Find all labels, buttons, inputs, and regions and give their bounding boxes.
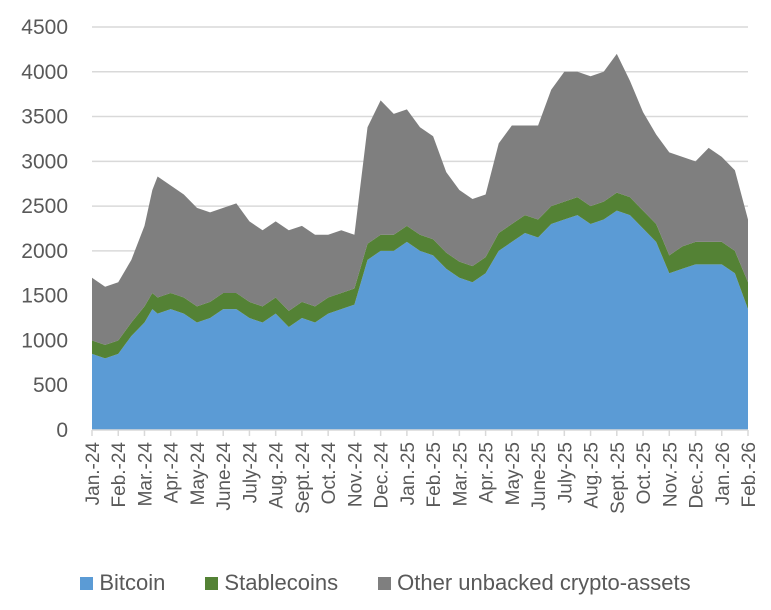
other-unbacked-crypto-assets-area bbox=[92, 53, 748, 345]
other-crypto-swatch-icon bbox=[378, 576, 392, 590]
legend-label: Other unbacked crypto-assets bbox=[397, 570, 691, 595]
x-tick-label: Oct.-25 bbox=[634, 442, 655, 504]
x-axis: Jan.-24 Feb.-24 Mar.-24 Apr.-24 May-24 June-2… bbox=[83, 429, 760, 514]
y-tick-label: 2000 bbox=[21, 240, 68, 263]
x-tick-label: June-25 bbox=[529, 442, 550, 511]
y-tick-label: 500 bbox=[33, 374, 68, 397]
bitcoin-area bbox=[92, 210, 748, 430]
legend-label: Bitcoin bbox=[99, 570, 166, 595]
y-tick-label: 4500 bbox=[21, 16, 68, 39]
y-tick-label: 0 bbox=[56, 419, 68, 442]
x-tick-label: Sept.-25 bbox=[608, 442, 629, 514]
x-tick-label: Apr.-25 bbox=[477, 442, 498, 503]
x-tick-label: Nov.-24 bbox=[345, 442, 366, 508]
x-tick-label: Jan.-26 bbox=[713, 442, 734, 505]
x-tick-label: Oct.-24 bbox=[319, 442, 340, 505]
x-tick-label: Feb.-26 bbox=[739, 442, 760, 507]
x-tick-label: Mar.-25 bbox=[450, 442, 471, 506]
stablecoins-area bbox=[92, 192, 748, 359]
x-tick-label: Sept.-24 bbox=[293, 442, 314, 514]
legend: Bitcoin Stablecoins Other unbacked crypt… bbox=[0, 566, 771, 600]
x-tick-label: July-25 bbox=[555, 442, 576, 503]
x-tick-label: July-24 bbox=[240, 442, 261, 504]
x-tick-label: May-24 bbox=[188, 442, 209, 506]
y-tick-label: 4000 bbox=[21, 61, 68, 84]
plot-areas bbox=[92, 53, 748, 430]
legend-item-stablecoins: Stablecoins bbox=[205, 570, 338, 596]
x-tick-label: Apr.-24 bbox=[162, 442, 183, 504]
y-tick-label: 3500 bbox=[21, 106, 68, 129]
legend-item-bitcoin: Bitcoin bbox=[80, 570, 165, 596]
x-tick-label: May-25 bbox=[503, 442, 524, 505]
x-tick-label: June-24 bbox=[214, 442, 235, 511]
y-tick-label: 1000 bbox=[21, 329, 68, 352]
x-tick-label: Aug.-24 bbox=[267, 442, 288, 509]
x-tick-label: Jan.-25 bbox=[398, 442, 419, 505]
x-tick-label: Feb.-24 bbox=[109, 442, 130, 508]
y-axis: 0 500 1000 1500 2000 2500 3000 3500 4000 4500 bbox=[21, 16, 68, 442]
stablecoins-swatch-icon bbox=[205, 576, 219, 590]
x-tick-label: Jan.-24 bbox=[83, 442, 104, 506]
x-tick-label: Feb.-25 bbox=[424, 442, 445, 507]
legend-label: Stablecoins bbox=[224, 570, 339, 595]
x-tick-label: Aug.-25 bbox=[582, 442, 603, 509]
y-tick-label: 1500 bbox=[21, 285, 68, 308]
x-tick-label: Dec.-24 bbox=[372, 442, 393, 509]
x-tick-label: Nov.-25 bbox=[660, 442, 681, 507]
x-tick-label: Mar.-24 bbox=[135, 442, 156, 507]
bitcoin-swatch-icon bbox=[80, 576, 94, 590]
y-tick-label: 2500 bbox=[21, 195, 68, 218]
y-tick-label: 3000 bbox=[21, 150, 68, 173]
x-tick-label: Dec.-25 bbox=[687, 442, 708, 509]
legend-item-other-crypto: Other unbacked crypto-assets bbox=[378, 570, 691, 596]
